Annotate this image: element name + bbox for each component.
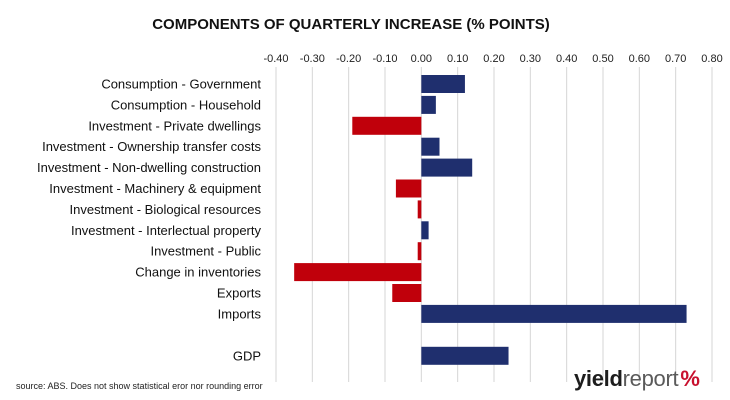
category-labels: Consumption - Government Consumption - Ho… [37,77,261,364]
category-label: Investment - Machinery & equipment [49,181,261,196]
yieldreport-logo: yieldreport% [574,366,700,392]
category-label: Investment - Non-dwelling construction [37,160,261,175]
x-tick-label: -0.20 [336,53,361,65]
bar [421,137,440,156]
bar [421,75,465,93]
x-tick-label: 0.60 [629,53,650,65]
bar [421,304,687,323]
x-tick-label: -0.30 [300,53,325,65]
category-label: Investment - Biological resources [70,202,262,217]
source-note: source: ABS. Does not show statistical e… [16,381,263,391]
category-label: Consumption - Government [101,77,261,92]
x-tick-label: 0.20 [483,53,504,65]
bar [392,284,422,302]
x-tick-label: 0.40 [556,53,577,65]
bar [421,221,429,240]
x-tick-label: 0.00 [411,53,432,65]
category-label: Change in inventories [135,265,261,280]
bar [421,158,473,177]
x-tick-label: 0.70 [665,53,686,65]
x-tick-label: 0.30 [520,53,541,65]
bar [417,242,422,261]
x-tick-label: 0.50 [592,53,613,65]
category-label: Investment - Interlectual property [71,223,262,238]
chart-title: COMPONENTS OF QUARTERLY INCREASE (% POIN… [152,16,550,33]
category-label: Investment - Private dwellings [88,118,261,133]
bar [395,179,422,198]
category-label: Consumption - Household [111,97,261,112]
category-label: Imports [218,306,262,321]
x-tick-label: -0.10 [372,53,397,65]
logo-part-report: report [622,366,679,391]
category-label: Investment - Ownership transfer costs [42,139,261,154]
x-tick-label: 0.10 [447,53,468,65]
bars [294,75,687,365]
category-label: Investment - Public [150,244,261,259]
grid [275,67,713,382]
bar [294,263,422,282]
bar [417,200,422,219]
x-axis-ticks: -0.40 -0.30 -0.20 -0.10 0.00 0.10 0.20 0.30 0.40… [263,53,722,65]
bar [421,95,436,114]
x-tick-label: -0.40 [263,53,288,65]
bar [352,116,422,135]
category-label: Exports [217,286,262,301]
logo-part-yield: yield [574,366,623,391]
bar [421,346,509,365]
logo-part-percent: % [680,366,700,391]
x-tick-label: 0.80 [701,53,722,65]
category-label: GDP [233,348,261,363]
